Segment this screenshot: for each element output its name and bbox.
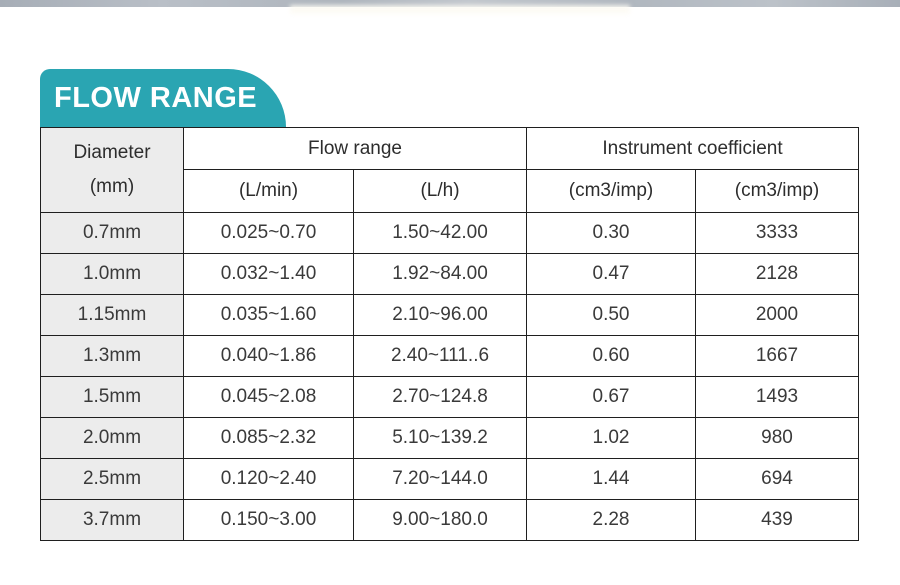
cell-imp: 1667: [695, 335, 859, 377]
header-row-units: (L/min) (L/h) (cm3/imp) (cm3/imp): [41, 169, 859, 213]
header-unit-lmin: (L/min): [183, 169, 354, 213]
table-row: 1.0mm 0.032~1.40 1.92~84.00 0.47 2128: [40, 253, 859, 295]
cell-flow-lmin: 0.035~1.60: [183, 294, 354, 336]
cell-diameter: 1.0mm: [40, 253, 184, 295]
top-bar-decoration: [0, 0, 900, 14]
cell-imp: 3333: [695, 212, 859, 254]
cell-imp: 439: [695, 499, 859, 541]
cell-diameter: 1.3mm: [40, 335, 184, 377]
cell-coefficient: 0.47: [526, 253, 696, 295]
cell-coefficient: 0.50: [526, 294, 696, 336]
header-unit-coef1: (cm3/imp): [526, 169, 696, 213]
cell-flow-lmin: 0.040~1.86: [183, 335, 354, 377]
flow-range-badge: FLOW RANGE: [40, 69, 286, 127]
cell-imp: 2128: [695, 253, 859, 295]
cell-diameter: 1.5mm: [40, 376, 184, 418]
cell-imp: 2000: [695, 294, 859, 336]
cell-flow-lh: 2.10~96.00: [353, 294, 527, 336]
cell-flow-lh: 1.92~84.00: [353, 253, 527, 295]
cell-diameter: 2.0mm: [40, 417, 184, 459]
table-row: 0.7mm 0.025~0.70 1.50~42.00 0.30 3333: [40, 212, 859, 254]
cell-flow-lmin: 0.150~3.00: [183, 499, 354, 541]
table-row: 3.7mm 0.150~3.00 9.00~180.0 2.28 439: [40, 499, 859, 541]
header-diameter-label: Diameter: [73, 141, 151, 163]
table-row: 1.15mm 0.035~1.60 2.10~96.00 0.50 2000: [40, 294, 859, 336]
flow-range-table: Diameter (mm) Flow range Instrument coef…: [40, 127, 859, 541]
cell-coefficient: 1.44: [526, 458, 696, 500]
header-diameter-unit: (mm): [89, 176, 135, 197]
header-flow-range: Flow range: [183, 127, 527, 170]
cell-imp: 694: [695, 458, 859, 500]
header-unit-lh: (L/h): [353, 169, 527, 213]
cell-flow-lh: 9.00~180.0: [353, 499, 527, 541]
cell-coefficient: 0.67: [526, 376, 696, 418]
table-row: 2.0mm 0.085~2.32 5.10~139.2 1.02 980: [40, 417, 859, 459]
cell-diameter: 3.7mm: [40, 499, 184, 541]
cell-coefficient: 0.60: [526, 335, 696, 377]
cell-coefficient: 2.28: [526, 499, 696, 541]
header-unit-coef2: (cm3/imp): [695, 169, 859, 213]
cell-diameter: 0.7mm: [40, 212, 184, 254]
table-row: 1.5mm 0.045~2.08 2.70~124.8 0.67 1493: [40, 376, 859, 418]
cell-flow-lh: 7.20~144.0: [353, 458, 527, 500]
header-diameter: Diameter (mm): [40, 127, 184, 213]
cell-flow-lh: 1.50~42.00: [353, 212, 527, 254]
cell-flow-lh: 2.70~124.8: [353, 376, 527, 418]
cell-flow-lh: 5.10~139.2: [353, 417, 527, 459]
cell-flow-lh: 2.40~111..6: [353, 335, 527, 377]
cell-imp: 980: [695, 417, 859, 459]
cell-coefficient: 1.02: [526, 417, 696, 459]
cell-diameter: 1.15mm: [40, 294, 184, 336]
header-row-groups: Diameter (mm) Flow range Instrument coef…: [40, 127, 859, 213]
header-instrument-coefficient: Instrument coefficient: [526, 127, 859, 170]
cell-flow-lmin: 0.045~2.08: [183, 376, 354, 418]
top-bar-highlight: [290, 5, 630, 14]
section-title: FLOW RANGE: [54, 81, 258, 114]
cell-diameter: 2.5mm: [40, 458, 184, 500]
cell-flow-lmin: 0.085~2.32: [183, 417, 354, 459]
cell-coefficient: 0.30: [526, 212, 696, 254]
table-row: 1.3mm 0.040~1.86 2.40~111..6 0.60 1667: [40, 335, 859, 377]
cell-flow-lmin: 0.025~0.70: [183, 212, 354, 254]
table-row: 2.5mm 0.120~2.40 7.20~144.0 1.44 694: [40, 458, 859, 500]
cell-imp: 1493: [695, 376, 859, 418]
cell-flow-lmin: 0.120~2.40: [183, 458, 354, 500]
cell-flow-lmin: 0.032~1.40: [183, 253, 354, 295]
